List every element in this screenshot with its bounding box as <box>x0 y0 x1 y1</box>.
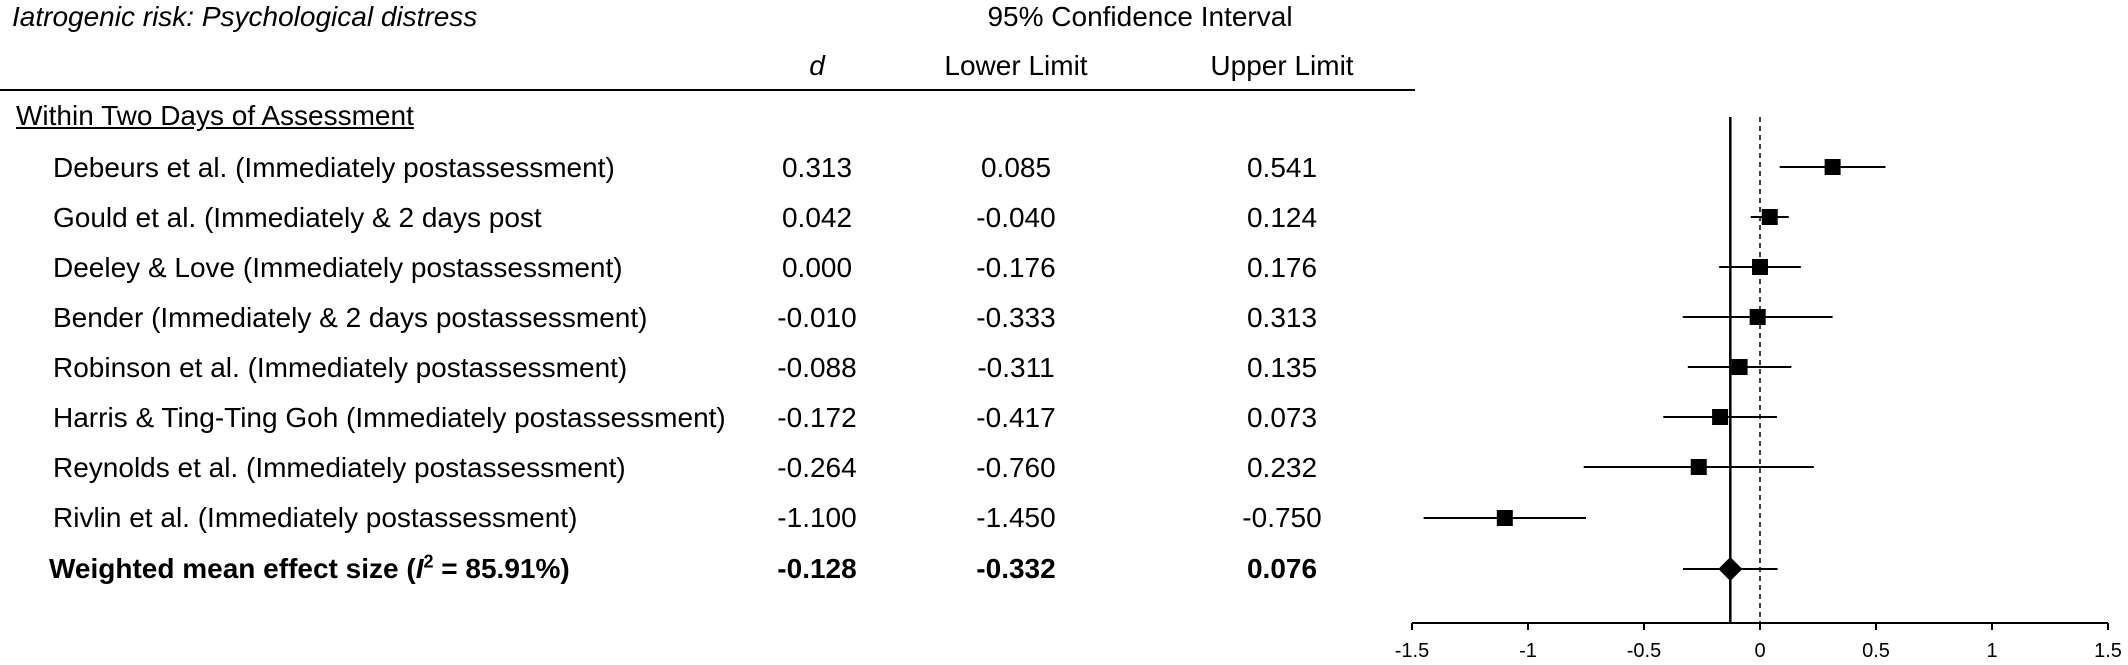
study-name: Deeley & Love (Immediately postassessmen… <box>53 252 623 283</box>
summary-lower: -0.332 <box>976 553 1056 584</box>
effect-size-marker <box>1712 409 1729 425</box>
upper-limit: 0.124 <box>1246 202 1318 233</box>
study-name: Robinson et al. (Immediately postassessm… <box>53 352 628 383</box>
effect-size-d: -0.010 <box>777 302 857 333</box>
lower-limit: -0.760 <box>976 452 1056 483</box>
effect-size-marker <box>1749 309 1766 325</box>
upper-limit: -0.750 <box>1242 502 1322 533</box>
x-tick-label: 1.5 <box>2094 640 2122 662</box>
effect-size-d: 0.000 <box>781 252 853 283</box>
x-tick-label: 0 <box>1754 640 1765 662</box>
column-header-upper: Upper Limit <box>1210 50 1354 81</box>
effect-size-d: -0.172 <box>777 402 857 433</box>
column-header-lower: Lower Limit <box>944 50 1088 81</box>
ci-header: 95% Confidence Interval <box>987 1 1293 32</box>
study-name: Debeurs et al. (Immediately postassessme… <box>53 152 615 183</box>
effect-size-marker <box>1731 359 1748 375</box>
summary-diamond <box>1718 557 1743 581</box>
study-name: Harris & Ting-Ting Goh (Immediately post… <box>53 402 726 433</box>
summary-d: -0.128 <box>777 553 857 584</box>
effect-size-d: 0.313 <box>781 152 853 183</box>
lower-limit: -0.417 <box>976 402 1056 433</box>
lower-limit: -0.311 <box>977 352 1055 383</box>
upper-limit: 0.176 <box>1246 252 1318 283</box>
effect-size-d: -0.088 <box>777 352 857 383</box>
upper-limit: 0.313 <box>1246 302 1318 333</box>
effect-size-marker <box>1824 159 1841 175</box>
effect-size-marker <box>1761 209 1778 225</box>
x-tick-label: 1 <box>1986 640 1997 662</box>
x-tick-label: -1.5 <box>1395 640 1429 662</box>
lower-limit: 0.085 <box>980 152 1052 183</box>
study-name: Gould et al. (Immediately & 2 days post <box>53 202 542 233</box>
effect-size-d: 0.042 <box>781 202 853 233</box>
header-rule <box>0 89 1415 91</box>
summary-label: Weighted mean effect size (I2 = 85.91%) <box>49 551 570 584</box>
lower-limit: -0.040 <box>976 202 1056 233</box>
effect-size-marker <box>1752 259 1768 275</box>
figure-title: Iatrogenic risk: Psychological distress <box>12 1 478 32</box>
upper-limit: 0.073 <box>1246 402 1318 433</box>
upper-limit: 0.232 <box>1246 452 1318 483</box>
study-name: Rivlin et al. (Immediately postassessmen… <box>53 502 578 533</box>
study-name: Reynolds et al. (Immediately postassessm… <box>53 452 626 483</box>
lower-limit: -1.450 <box>976 502 1056 533</box>
column-header-d: d <box>809 50 825 81</box>
effect-size-marker <box>1690 459 1707 475</box>
upper-limit: 0.541 <box>1246 152 1318 183</box>
summary-upper: 0.076 <box>1246 553 1318 584</box>
lower-limit: -0.333 <box>976 302 1056 333</box>
effect-size-marker <box>1496 510 1513 526</box>
x-tick-label: 0.5 <box>1862 640 1890 662</box>
study-name: Bender (Immediately & 2 days postassessm… <box>53 302 648 333</box>
upper-limit: 0.135 <box>1246 352 1318 383</box>
x-tick-label: -1 <box>1519 640 1537 662</box>
effect-size-d: -0.264 <box>777 452 857 483</box>
section-label: Within Two Days of Assessment <box>16 100 414 131</box>
x-tick-label: -0.5 <box>1627 640 1661 662</box>
effect-size-d: -1.100 <box>777 502 857 533</box>
lower-limit: -0.176 <box>976 252 1056 283</box>
